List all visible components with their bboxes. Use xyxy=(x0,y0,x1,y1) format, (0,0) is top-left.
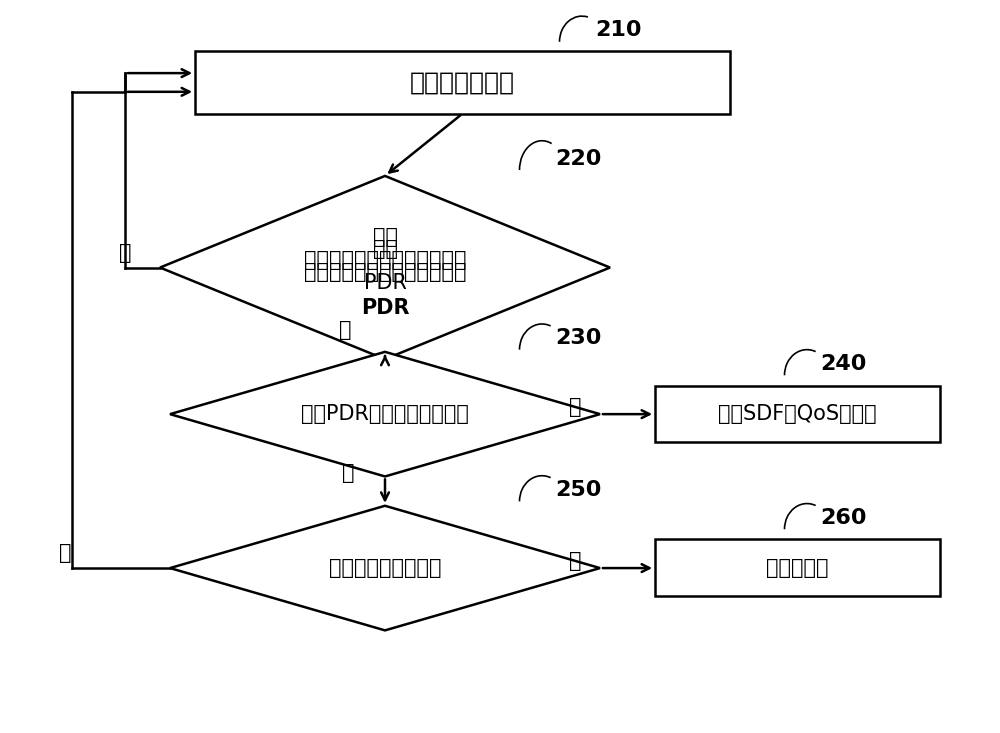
Text: 260: 260 xyxy=(820,508,866,528)
Polygon shape xyxy=(160,176,610,359)
FancyBboxPatch shape xyxy=(195,51,730,114)
Text: 是否遍历优选优先级: 是否遍历优选优先级 xyxy=(329,558,441,578)
Text: 否: 否 xyxy=(119,243,131,263)
Polygon shape xyxy=(170,352,600,476)
Text: 丢弃数据包: 丢弃数据包 xyxy=(766,558,829,578)
Text: 240: 240 xyxy=(820,354,866,374)
Text: 判断
是否有与提取的优先级匹配的: 判断 是否有与提取的优先级匹配的 xyxy=(304,239,466,281)
Text: 是: 是 xyxy=(569,550,581,571)
Text: 210: 210 xyxy=(595,21,642,40)
Polygon shape xyxy=(170,506,600,630)
Text: 是: 是 xyxy=(569,397,581,417)
FancyBboxPatch shape xyxy=(655,386,940,442)
Text: 230: 230 xyxy=(555,328,601,348)
FancyBboxPatch shape xyxy=(655,539,940,596)
Text: 提取新的优先级: 提取新的优先级 xyxy=(410,70,515,95)
Text: 判断
是否有与提取的优先级匹配的
PDR: 判断 是否有与提取的优先级匹配的 PDR xyxy=(304,227,466,293)
Text: 否: 否 xyxy=(342,463,354,483)
Text: 否: 否 xyxy=(59,543,71,564)
Text: 是: 是 xyxy=(339,320,351,340)
Text: 判断PDR是否与数据包匹配: 判断PDR是否与数据包匹配 xyxy=(301,404,469,424)
Text: PDR: PDR xyxy=(361,298,409,318)
Text: 250: 250 xyxy=(555,480,601,500)
Text: 220: 220 xyxy=(555,149,601,169)
Text: 进行SDF与QoS流映射: 进行SDF与QoS流映射 xyxy=(718,404,877,424)
